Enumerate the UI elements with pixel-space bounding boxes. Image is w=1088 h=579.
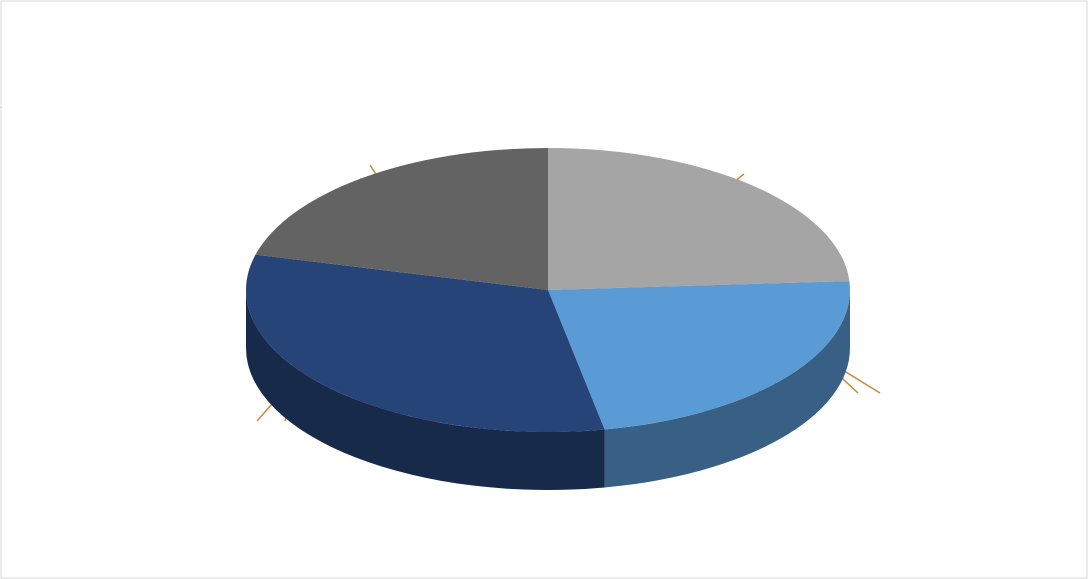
slice	[255, 148, 548, 290]
slice	[548, 281, 851, 430]
slice	[548, 148, 850, 290]
slice-side	[604, 290, 850, 488]
slice	[246, 254, 605, 433]
slice-side	[246, 290, 605, 490]
pie	[246, 148, 851, 490]
